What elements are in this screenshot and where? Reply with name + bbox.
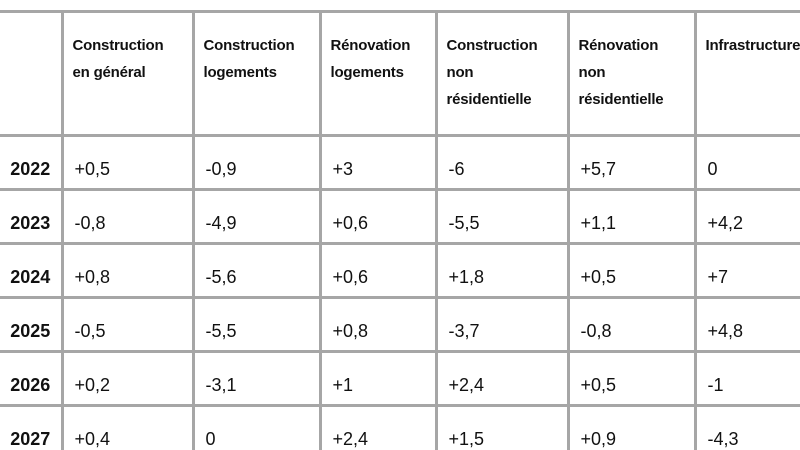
col-header-infrastructure: Infrastructure (693, 10, 800, 137)
value-cell: -4,3 (693, 404, 800, 450)
value-cell: +0,8 (60, 242, 195, 299)
value-cell: -3,7 (434, 296, 570, 353)
table-row: 2026 +0,2 -3,1 +1 +2,4 +0,5 -1 (0, 350, 800, 407)
year-cell: 2026 (0, 350, 64, 407)
value-cell: +7 (693, 242, 800, 299)
table-row: 2027 +0,4 0 +2,4 +1,5 +0,9 -4,3 (0, 404, 800, 450)
value-cell: -0,8 (60, 188, 195, 245)
corner-cell (0, 10, 64, 137)
value-cell: +0,9 (566, 404, 697, 450)
table-row: 2022 +0,5 -0,9 +3 -6 +5,7 0 (0, 134, 800, 191)
table-row: 2025 -0,5 -5,5 +0,8 -3,7 -0,8 +4,8 (0, 296, 800, 353)
value-cell: +1 (318, 350, 438, 407)
col-header-construction-non-residentielle: Construction non résidentielle (434, 10, 570, 137)
value-cell: +2,4 (434, 350, 570, 407)
value-cell: +1,8 (434, 242, 570, 299)
value-cell: -5,5 (191, 296, 322, 353)
value-cell: -5,5 (434, 188, 570, 245)
value-cell: 0 (191, 404, 322, 450)
value-cell: +5,7 (566, 134, 697, 191)
table-row: 2024 +0,8 -5,6 +0,6 +1,8 +0,5 +7 (0, 242, 800, 299)
value-cell: +0,4 (60, 404, 195, 450)
col-header-construction-logements: Construction logements (191, 10, 322, 137)
value-cell: -3,1 (191, 350, 322, 407)
year-cell: 2027 (0, 404, 64, 450)
value-cell: +4,2 (693, 188, 800, 245)
col-header-renovation-non-residentielle: Rénovation non résidentielle (566, 10, 697, 137)
value-cell: +0,6 (318, 242, 438, 299)
value-cell: -1 (693, 350, 800, 407)
value-cell: +3 (318, 134, 438, 191)
year-cell: 2023 (0, 188, 64, 245)
value-cell: +0,6 (318, 188, 438, 245)
value-cell: +0,5 (60, 134, 195, 191)
value-cell: +0,2 (60, 350, 195, 407)
col-header-construction-general: Construction en général (60, 10, 195, 137)
value-cell: +2,4 (318, 404, 438, 450)
value-cell: -5,6 (191, 242, 322, 299)
header-row: Construction en général Construction log… (0, 10, 800, 137)
year-cell: 2022 (0, 134, 64, 191)
value-cell: 0 (693, 134, 800, 191)
value-cell: +0,5 (566, 350, 697, 407)
table-row: 2023 -0,8 -4,9 +0,6 -5,5 +1,1 +4,2 (0, 188, 800, 245)
value-cell: +0,8 (318, 296, 438, 353)
year-cell: 2024 (0, 242, 64, 299)
table-body: 2022 +0,5 -0,9 +3 -6 +5,7 0 2023 -0,8 -4,9 +0,6 -5,… (0, 134, 800, 450)
value-cell: -0,5 (60, 296, 195, 353)
value-cell: +4,8 (693, 296, 800, 353)
col-header-renovation-logements: Rénovation logements (318, 10, 438, 137)
value-cell: +1,5 (434, 404, 570, 450)
value-cell: -6 (434, 134, 570, 191)
value-cell: +1,1 (566, 188, 697, 245)
value-cell: -4,9 (191, 188, 322, 245)
value-cell: -0,9 (191, 134, 322, 191)
year-cell: 2025 (0, 296, 64, 353)
value-cell: +0,5 (566, 242, 697, 299)
construction-forecast-table: Construction en général Construction log… (0, 10, 800, 450)
value-cell: -0,8 (566, 296, 697, 353)
